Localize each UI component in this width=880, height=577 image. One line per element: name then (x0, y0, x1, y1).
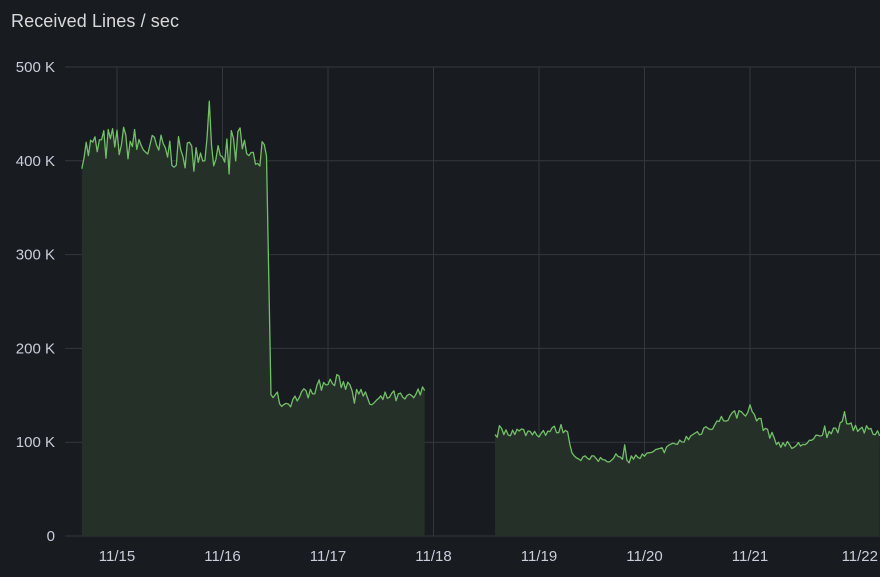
y-axis-ticks: 0 100 K 200 K 300 K 400 K 500 K (16, 59, 55, 545)
x-tick-label: 11/15 (99, 548, 135, 565)
y-tick-label: 100 K (16, 434, 55, 451)
x-tick-label: 11/19 (521, 548, 557, 565)
x-tick-label: 11/17 (310, 548, 346, 565)
y-tick-label: 300 K (16, 247, 55, 264)
series-area-segment (81, 101, 425, 536)
y-tick-label: 0 (47, 528, 55, 545)
line-layer (81, 100, 880, 464)
panel-title: Received Lines / sec (11, 11, 180, 31)
y-tick-label: 500 K (16, 59, 55, 76)
x-tick-label: 11/18 (415, 548, 451, 565)
series-line-segment[interactable] (81, 100, 426, 408)
y-tick-label: 400 K (16, 153, 55, 170)
series-area-segment (495, 404, 880, 536)
x-axis-ticks: 11/15 11/16 11/17 11/18 11/19 11/20 11/21 11/22 (99, 548, 878, 565)
area-layer (81, 101, 880, 536)
x-tick-label: 11/22 (842, 548, 878, 565)
x-tick-label: 11/20 (626, 548, 662, 565)
series-line-segment[interactable] (494, 404, 880, 464)
x-tick-label: 11/16 (204, 548, 240, 565)
x-tick-label: 11/21 (732, 548, 768, 565)
y-tick-label: 200 K (16, 340, 55, 357)
